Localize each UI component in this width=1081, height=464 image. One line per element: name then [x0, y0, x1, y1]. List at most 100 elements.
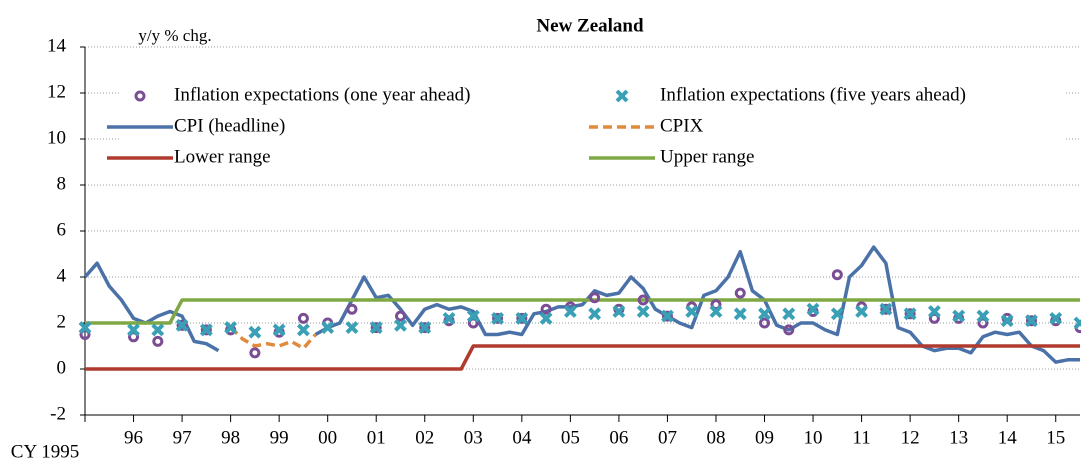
marker — [515, 311, 529, 325]
x-tick-label: 10 — [804, 427, 823, 448]
marker — [783, 324, 795, 336]
marker — [419, 322, 431, 334]
x-tick-label: 04 — [512, 427, 532, 448]
marker — [636, 305, 650, 318]
marker — [903, 307, 917, 321]
marker — [733, 307, 747, 321]
x-tick-label: 09 — [755, 427, 774, 448]
line — [83, 261, 220, 353]
marker — [709, 305, 723, 318]
marker — [976, 309, 990, 323]
marker — [200, 324, 212, 336]
marker — [78, 321, 92, 335]
marker — [977, 317, 989, 329]
marker — [1000, 314, 1014, 328]
marker — [492, 312, 504, 324]
x-tick-label: 97 — [173, 427, 192, 448]
legend-label: Inflation expectations (one year ahead) — [174, 84, 470, 105]
marker — [734, 287, 746, 299]
line — [85, 344, 1080, 371]
marker — [152, 335, 164, 347]
marker — [491, 311, 504, 325]
marker — [927, 305, 941, 318]
x-tick-label: 00 — [318, 427, 337, 448]
marker — [1025, 315, 1037, 327]
legend-label: CPIX — [660, 115, 704, 136]
x-tick-label: 13 — [949, 427, 968, 448]
x-tick-label: 02 — [415, 427, 434, 448]
legend-marker — [134, 90, 146, 102]
marker — [1073, 316, 1081, 330]
marker — [758, 307, 771, 321]
marker — [782, 307, 796, 321]
marker — [612, 305, 626, 318]
x-tick-label: 06 — [609, 427, 628, 448]
marker — [248, 325, 262, 339]
x-tick-label: 11 — [852, 427, 870, 448]
marker — [661, 309, 674, 323]
marker — [297, 312, 309, 324]
marker — [199, 323, 213, 337]
marker — [637, 294, 649, 306]
marker — [880, 303, 892, 315]
x-tick-label: 99 — [270, 427, 289, 448]
y-tick-label: 12 — [47, 81, 66, 102]
y-axis-label: y/y % chg. — [138, 26, 211, 45]
marker — [394, 318, 407, 332]
x-tick-label: 15 — [1046, 427, 1065, 448]
marker — [806, 302, 820, 316]
marker — [127, 323, 140, 337]
y-tick-label: 8 — [57, 173, 67, 194]
x-tick-label: 12 — [901, 427, 920, 448]
marker — [442, 311, 456, 325]
marker — [589, 292, 601, 304]
marker — [151, 323, 165, 337]
marker — [466, 309, 480, 323]
y-tick-label: 14 — [47, 35, 67, 56]
marker — [321, 321, 335, 335]
x-tick-label: 08 — [706, 427, 725, 448]
marker — [297, 323, 310, 337]
marker — [855, 305, 868, 318]
x-tick-label: 03 — [464, 427, 483, 448]
y-tick-label: 6 — [57, 219, 67, 240]
x-tick-label: 98 — [221, 427, 240, 448]
chart-title: New Zealand — [536, 15, 644, 36]
marker — [710, 299, 722, 311]
marker — [759, 317, 771, 329]
marker — [516, 312, 528, 324]
marker — [249, 347, 261, 359]
marker — [370, 322, 382, 334]
x-tick-label: 01 — [367, 427, 386, 448]
x-tick-label: 14 — [998, 427, 1018, 448]
marker — [346, 303, 358, 315]
marker — [369, 321, 383, 335]
marker — [418, 321, 432, 335]
line — [314, 245, 1080, 364]
marker — [224, 321, 238, 335]
legend-label: Upper range — [660, 146, 754, 167]
marker — [540, 303, 552, 315]
marker — [175, 318, 189, 332]
line — [229, 326, 317, 351]
legend-label: Lower range — [174, 146, 271, 167]
x-tick-label: 05 — [561, 427, 580, 448]
line — [85, 298, 1080, 325]
y-tick-label: 0 — [57, 357, 67, 378]
legend-label: CPI (headline) — [174, 115, 285, 136]
x-tick-label: 96 — [124, 427, 143, 448]
y-tick-label: 10 — [47, 127, 66, 148]
legend-marker — [615, 89, 629, 103]
x-tick-label: 07 — [658, 427, 677, 448]
marker — [661, 310, 673, 322]
marker — [563, 305, 577, 318]
marker — [128, 331, 140, 343]
y-tick-label: -2 — [50, 403, 66, 424]
marker — [79, 329, 91, 340]
marker — [831, 269, 843, 281]
marker — [879, 302, 893, 316]
x-tick-label: CY 1995 — [11, 441, 79, 462]
marker — [904, 308, 916, 320]
y-tick-label: 2 — [57, 311, 67, 332]
